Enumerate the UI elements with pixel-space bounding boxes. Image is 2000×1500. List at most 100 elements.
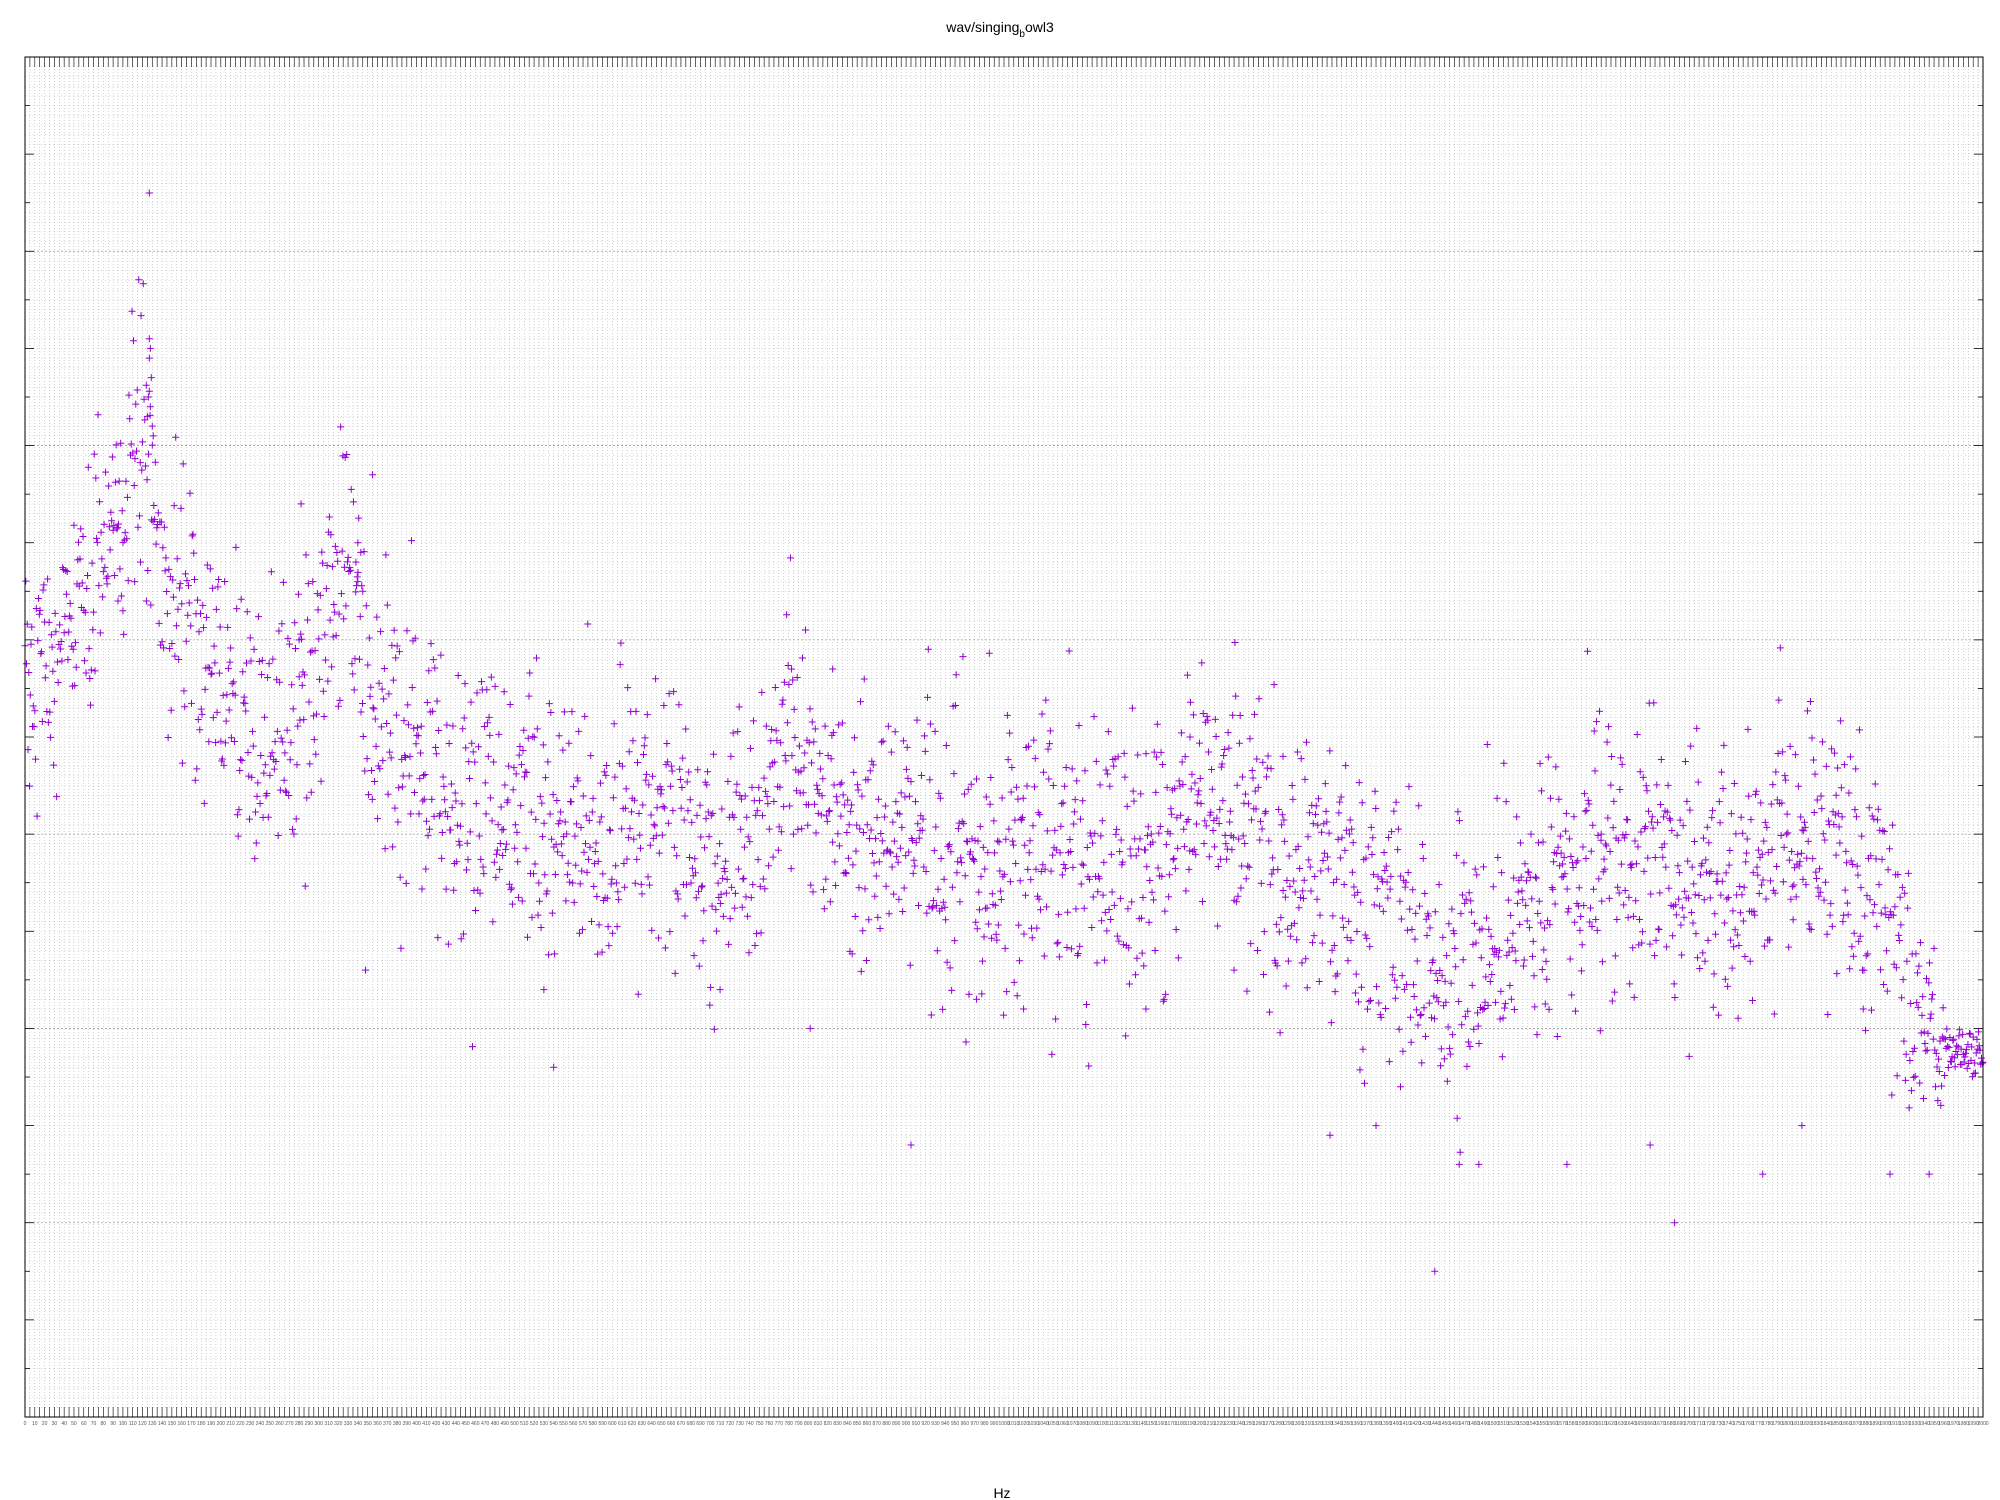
data-point [1897,921,1905,929]
x-tick-label: 120 [138,1421,147,1427]
data-point [1057,822,1065,830]
chart-title-subscript: b [1019,29,1025,40]
data-point [1177,811,1185,819]
data-point [175,584,183,592]
data-point [1597,830,1605,838]
data-point [759,875,767,883]
x-tick-label: 210 [226,1421,235,1427]
data-point [1115,937,1123,945]
data-point [1000,1011,1008,1019]
data-point [912,839,920,847]
data-point [267,752,275,760]
data-point [914,820,922,828]
data-point [398,755,406,763]
data-point [740,843,748,851]
data-point [684,807,692,815]
x-tick-label: 1780 [1762,1421,1773,1427]
data-point [1874,816,1882,824]
data-point [988,934,996,942]
data-point [493,850,501,858]
data-point [1159,761,1167,769]
data-point [687,879,695,887]
data-point [529,733,537,741]
data-point [1445,920,1453,928]
data-point [1298,959,1306,967]
data-point [144,567,152,575]
data-point [396,873,404,881]
data-point [378,685,386,693]
data-point [96,629,104,637]
x-tick-label: 190 [207,1421,216,1427]
data-point [1349,839,1357,847]
data-point [1601,865,1609,873]
data-point [1394,825,1402,833]
data-point [1442,998,1450,1006]
data-point [1528,895,1536,903]
data-point [1834,809,1842,817]
data-point [484,752,492,760]
data-point [674,895,682,903]
data-point [1443,1077,1451,1085]
data-point [381,845,389,853]
data-point [475,832,483,840]
data-point [646,881,654,889]
data-point [673,890,681,898]
data-point [1246,735,1254,743]
data-point [359,733,367,741]
data-point [1110,901,1118,909]
data-point [79,533,87,541]
data-point [725,940,733,948]
data-point [501,781,509,789]
data-point [1382,862,1390,870]
data-point [417,749,425,757]
data-point [1604,814,1612,822]
x-tick-label: 1730 [1713,1421,1724,1427]
data-point [284,634,292,642]
data-point [1615,889,1623,897]
data-point [855,884,863,892]
data-point [1434,976,1442,984]
data-point [368,766,376,774]
data-point [1309,939,1316,947]
data-point [425,667,433,675]
data-point [349,670,357,678]
data-point [1878,855,1886,863]
data-point [1428,1014,1436,1022]
data-point [817,765,825,773]
data-point [921,732,929,740]
data-point [1715,1011,1723,1019]
x-tick-label: 900 [902,1421,911,1427]
data-point [303,794,311,802]
data-point [1072,905,1080,913]
data-point [238,757,246,765]
data-point [785,680,793,688]
data-point [410,724,418,732]
data-point [1734,1014,1742,1022]
data-point [1005,825,1013,833]
data-point [896,810,904,818]
data-point [713,852,721,860]
data-point [638,890,646,898]
data-point [1148,888,1156,896]
data-point [1313,895,1321,903]
data-point [1936,1037,1944,1045]
data-point [346,566,354,574]
data-point [1748,996,1756,1004]
data-point [38,648,46,656]
data-point [90,450,98,458]
data-point [927,720,935,728]
data-point [1331,988,1339,996]
data-point [1107,915,1115,923]
data-point [509,786,517,794]
data-point [466,828,474,836]
data-point [850,768,858,776]
data-point [1323,818,1331,826]
data-point [1254,783,1262,791]
data-point [62,590,70,598]
data-point [1547,823,1555,831]
data-point [491,682,499,690]
x-tick-labels: 0 10 20 30 40 50 60 70 80 90 100 110 120 130 140 150 160… [24,1421,1989,1427]
data-point [105,523,113,531]
data-point [1427,967,1435,975]
data-point [1321,780,1329,788]
